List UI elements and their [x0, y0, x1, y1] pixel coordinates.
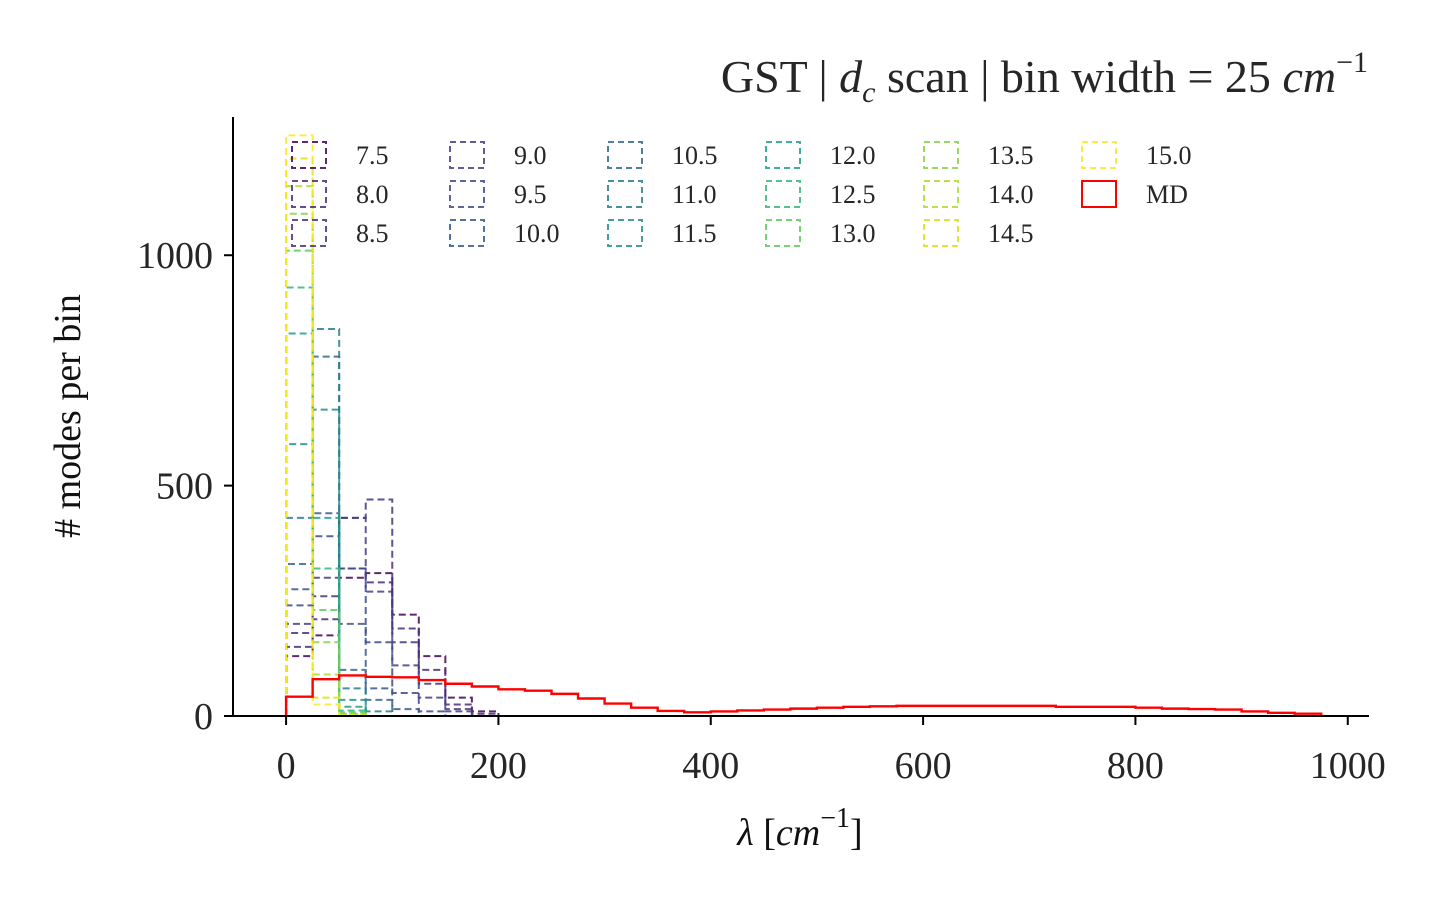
series-15-0-outline — [285, 134, 366, 717]
legend-swatch-14-0 — [923, 180, 959, 208]
series-11-5-outline — [285, 408, 367, 716]
series-10-5-outline — [285, 355, 394, 716]
y-axis-label: # modes per bin — [47, 294, 89, 538]
x-tick-label-800: 800 — [1107, 745, 1164, 787]
legend-swatch-10-5 — [607, 141, 643, 169]
y-tick-label-500: 500 — [156, 466, 213, 508]
legend-label-7-5: 7.5 — [356, 141, 389, 170]
y-axis-ticks: 0 500 1000 — [137, 235, 233, 738]
legend-swatch-15-0 — [1081, 141, 1117, 169]
legend-swatch-9-0 — [449, 141, 485, 169]
legend-label-15-0: 15.0 — [1146, 141, 1192, 170]
legend-label-11-0: 11.0 — [672, 180, 717, 209]
legend-swatch-8-0 — [291, 180, 327, 208]
x-axis-label: λ [cm−1] — [736, 803, 862, 854]
x-tick-label-200: 200 — [470, 745, 527, 787]
series-md-outline — [284, 674, 1323, 716]
legend-label-8-5: 8.5 — [356, 219, 389, 248]
legend-swatch-11-0 — [607, 180, 643, 208]
legend-label-10-5: 10.5 — [672, 141, 718, 170]
series-13-5-outline — [285, 212, 367, 716]
x-tick-label-1000: 1000 — [1310, 745, 1386, 787]
x-tick-label-600: 600 — [895, 745, 952, 787]
series-11-0-outline — [285, 327, 394, 716]
series-layer — [284, 134, 1323, 717]
legend-swatch-7-5 — [291, 141, 327, 169]
x-axis-ticks: 0 200 400 600 800 1000 — [277, 716, 1386, 787]
legend-label-md: MD — [1146, 180, 1188, 209]
series-13-0-outline — [285, 249, 367, 716]
legend-label-12-5: 12.5 — [830, 180, 876, 209]
series-9-0-outline — [285, 516, 473, 716]
y-tick-label-1000: 1000 — [137, 235, 213, 277]
legend-label-10-0: 10.0 — [514, 219, 560, 248]
legend-label-13-5: 13.5 — [988, 141, 1034, 170]
y-tick-label-0: 0 — [194, 696, 213, 738]
legend-label-12-0: 12.0 — [830, 141, 876, 170]
legend-label-9-0: 9.0 — [514, 141, 547, 170]
x-tick-label-0: 0 — [277, 745, 296, 787]
legend-swatch-9-5 — [449, 180, 485, 208]
legend-swatch-12-0 — [765, 141, 801, 169]
x-tick-label-400: 400 — [682, 745, 739, 787]
legend-label-13-0: 13.0 — [830, 219, 876, 248]
legend-label-14-0: 14.0 — [988, 180, 1034, 209]
legend-swatch-14-5 — [923, 219, 959, 247]
legend-swatch-10-0 — [449, 219, 485, 247]
series-14-0-outline — [285, 185, 367, 716]
series-12-5-outline — [285, 286, 367, 716]
legend: 7.5 8.0 8.5 9.0 9.5 10.0 10.5 11.0 11.5 12.0 12.5 1… — [291, 141, 1192, 248]
legend-label-9-5: 9.5 — [514, 180, 547, 209]
series-12-0-outline — [285, 332, 367, 716]
legend-swatch-md — [1081, 180, 1117, 208]
legend-swatch-8-5 — [291, 219, 327, 247]
series-10-0-outline — [285, 512, 420, 716]
legend-swatch-12-5 — [765, 180, 801, 208]
legend-swatch-13-5 — [923, 141, 959, 169]
legend-swatch-11-5 — [607, 219, 643, 247]
legend-label-8-0: 8.0 — [356, 180, 389, 209]
legend-label-14-5: 14.5 — [988, 219, 1034, 248]
legend-swatch-13-0 — [765, 219, 801, 247]
legend-label-11-5: 11.5 — [672, 219, 717, 248]
chart-title: GST | dc scan | bin width = 25 cm−1 — [721, 46, 1368, 109]
series-8-5-outline — [285, 498, 473, 716]
